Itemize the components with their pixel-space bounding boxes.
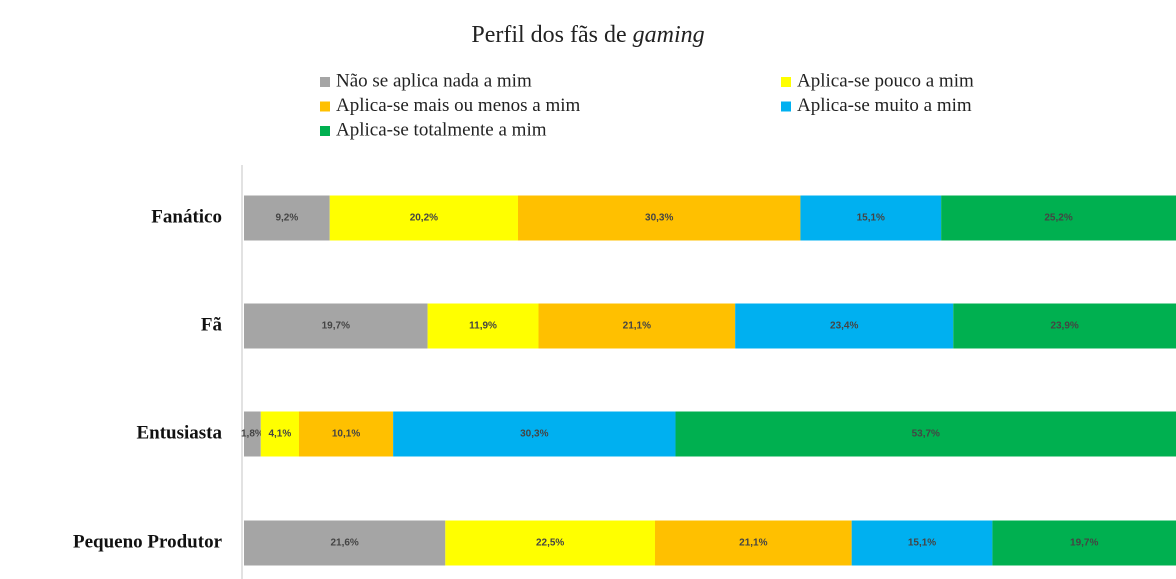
- value-label: 23,4%: [830, 321, 858, 332]
- bar-segment: [735, 303, 954, 349]
- title-part: gaming: [633, 22, 705, 48]
- value-label: 11,9%: [469, 321, 497, 332]
- title-part: Perfil dos fãs de: [471, 22, 632, 48]
- bar-segment: [953, 303, 1176, 349]
- bar-segment: [298, 411, 394, 457]
- category-label: Fanático: [151, 206, 222, 227]
- value-label: 22,5%: [536, 538, 564, 549]
- value-label: 19,7%: [322, 321, 350, 332]
- bar-segment: [445, 520, 656, 566]
- legend-label: Não se aplica nada a mim: [336, 70, 532, 91]
- value-label: 21,1%: [739, 538, 767, 549]
- bar-segment: [538, 303, 736, 349]
- category-label: Fã: [201, 314, 223, 335]
- bar-segment: [800, 195, 942, 241]
- chart-title: Perfil dos fãs de gaming: [471, 22, 704, 48]
- legend-swatch: [781, 101, 791, 112]
- value-label: 15,1%: [857, 213, 885, 224]
- bar-segment: [941, 195, 1176, 241]
- bar-segment: [655, 520, 852, 566]
- bar-segment: [393, 411, 676, 457]
- bar-segment: [244, 411, 261, 457]
- legend-label: Aplica-se mais ou menos a mim: [336, 95, 581, 116]
- legend-swatch: [320, 126, 330, 136]
- value-label: 15,1%: [908, 538, 936, 549]
- legend-swatch: [320, 101, 330, 112]
- bar-segment: [851, 520, 993, 566]
- category-label: Entusiasta: [136, 422, 222, 443]
- value-label: 20,2%: [410, 213, 438, 224]
- value-label: 9,2%: [275, 213, 298, 224]
- value-label: 30,3%: [520, 429, 548, 440]
- legend-swatch: [320, 77, 330, 87]
- value-label: 4,1%: [268, 429, 291, 440]
- category-label: Pequeno Produtor: [73, 531, 223, 552]
- value-label: 53,7%: [912, 429, 940, 440]
- value-label: 30,3%: [645, 213, 673, 224]
- value-label: 10,1%: [332, 429, 360, 440]
- legend-label: Aplica-se pouco a mim: [797, 70, 974, 91]
- legend-swatch: [781, 77, 791, 87]
- bar-segment: [244, 303, 428, 349]
- bar-segment: [518, 195, 801, 241]
- value-label: 23,9%: [1050, 321, 1078, 332]
- bar-segment: [992, 520, 1176, 566]
- value-label: 21,6%: [330, 538, 358, 549]
- value-label: 1,8%: [241, 429, 264, 440]
- bar-segment: [329, 195, 519, 241]
- bar-segment: [675, 411, 1176, 457]
- bar-segment: [244, 520, 446, 566]
- value-label: 19,7%: [1070, 538, 1098, 549]
- bar-segment: [244, 195, 330, 241]
- legend-label: Aplica-se muito a mim: [797, 95, 972, 116]
- legend-label: Aplica-se totalmente a mim: [336, 119, 547, 140]
- value-label: 21,1%: [623, 321, 651, 332]
- bar-segment: [427, 303, 539, 349]
- value-label: 25,2%: [1044, 213, 1072, 224]
- bar-segment: [260, 411, 299, 457]
